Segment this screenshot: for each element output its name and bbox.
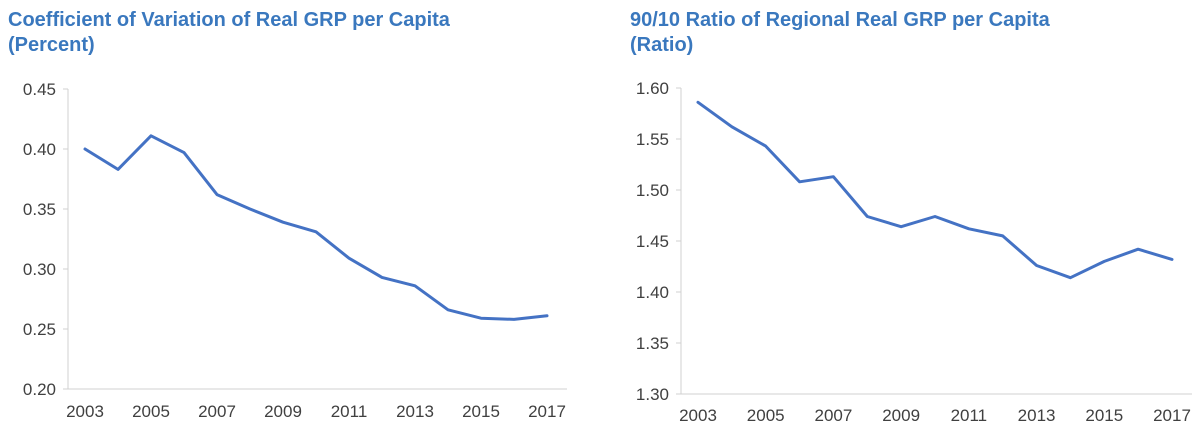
x-tick-label: 2017 xyxy=(1153,406,1191,425)
data-point xyxy=(183,151,186,154)
data-point xyxy=(798,180,801,183)
x-tick-label: 2007 xyxy=(815,406,853,425)
line-chart-cv: 0.20 0.25 0.30 0.35 0.40 0.45 2003 2005 2007 2009… xyxy=(23,80,567,421)
y-tick-label: 1.55 xyxy=(636,130,669,149)
data-point xyxy=(1001,234,1004,237)
x-tick-label: 2007 xyxy=(198,402,236,421)
data-point xyxy=(1137,248,1140,251)
data-point xyxy=(282,221,285,224)
data-point xyxy=(967,227,970,230)
y-tick-label: 1.35 xyxy=(636,334,669,353)
data-point xyxy=(1035,264,1038,267)
data-point xyxy=(697,101,700,104)
y-tick-label: 1.60 xyxy=(636,79,669,98)
x-tick-label: 2015 xyxy=(1085,406,1123,425)
x-tick-label: 2005 xyxy=(132,402,170,421)
data-point xyxy=(117,168,120,171)
series-line xyxy=(696,100,1174,280)
y-tick-label: 1.40 xyxy=(636,283,669,302)
data-point xyxy=(832,175,835,178)
y-tick-label: 0.40 xyxy=(23,140,56,159)
y-tick-label: 0.25 xyxy=(23,320,56,339)
x-tick-label: 2013 xyxy=(1018,406,1056,425)
x-tick-label: 2017 xyxy=(528,402,566,421)
chart-subtitle-text: (Ratio) xyxy=(630,34,694,56)
chart-title-text: Coefficient of Variation of Real GRP per… xyxy=(8,9,450,31)
x-tick-label: 2005 xyxy=(747,406,785,425)
chart-title-text: 90/10 Ratio of Regional Real GRP per Cap… xyxy=(630,9,1050,31)
x-tick-label: 2003 xyxy=(66,402,104,421)
x-tick-label: 2003 xyxy=(679,406,717,425)
y-tick-label: 1.45 xyxy=(636,232,669,251)
chart-panel-cv: Coefficient of Variation of Real GRP per… xyxy=(0,0,590,430)
y-tick-label: 0.30 xyxy=(23,260,56,279)
data-point xyxy=(381,276,384,279)
data-point xyxy=(447,308,450,311)
x-tick-label: 2009 xyxy=(882,406,920,425)
data-point xyxy=(1069,276,1072,279)
x-tick-label: 2011 xyxy=(951,406,988,425)
chart-title: 90/10 Ratio of Regional Real GRP per Cap… xyxy=(630,8,1050,58)
data-point xyxy=(1171,258,1174,261)
data-point xyxy=(1103,260,1106,263)
y-tick-label: 0.20 xyxy=(23,380,56,399)
chart-panel-ratio: 90/10 Ratio of Regional Real GRP per Cap… xyxy=(605,0,1204,430)
data-point xyxy=(315,230,318,233)
data-point xyxy=(900,225,903,228)
data-point xyxy=(216,193,219,196)
data-point xyxy=(480,317,483,320)
data-point xyxy=(249,208,252,211)
data-point xyxy=(513,318,516,321)
x-tick-label: 2015 xyxy=(462,402,500,421)
data-point xyxy=(84,148,87,151)
chart-title: Coefficient of Variation of Real GRP per… xyxy=(8,8,450,58)
x-tick-label: 2013 xyxy=(396,402,434,421)
data-point xyxy=(764,145,767,148)
chart-subtitle-text: (Percent) xyxy=(8,34,95,56)
line-chart-ratio: 1.30 1.35 1.40 1.45 1.50 1.55 1.60 2003 2005 2007… xyxy=(636,79,1192,425)
y-tick-label: 0.45 xyxy=(23,80,56,99)
data-point xyxy=(546,314,549,317)
y-tick-label: 1.50 xyxy=(636,181,669,200)
data-point xyxy=(150,134,153,137)
data-point xyxy=(348,257,351,260)
x-tick-label: 2011 xyxy=(331,402,368,421)
x-tick-label: 2009 xyxy=(264,402,302,421)
series-line xyxy=(83,134,549,321)
data-point xyxy=(730,125,733,128)
y-tick-label: 0.35 xyxy=(23,200,56,219)
y-tick-label: 1.30 xyxy=(636,385,669,404)
data-point xyxy=(866,215,869,218)
data-point xyxy=(414,284,417,287)
data-point xyxy=(934,215,937,218)
